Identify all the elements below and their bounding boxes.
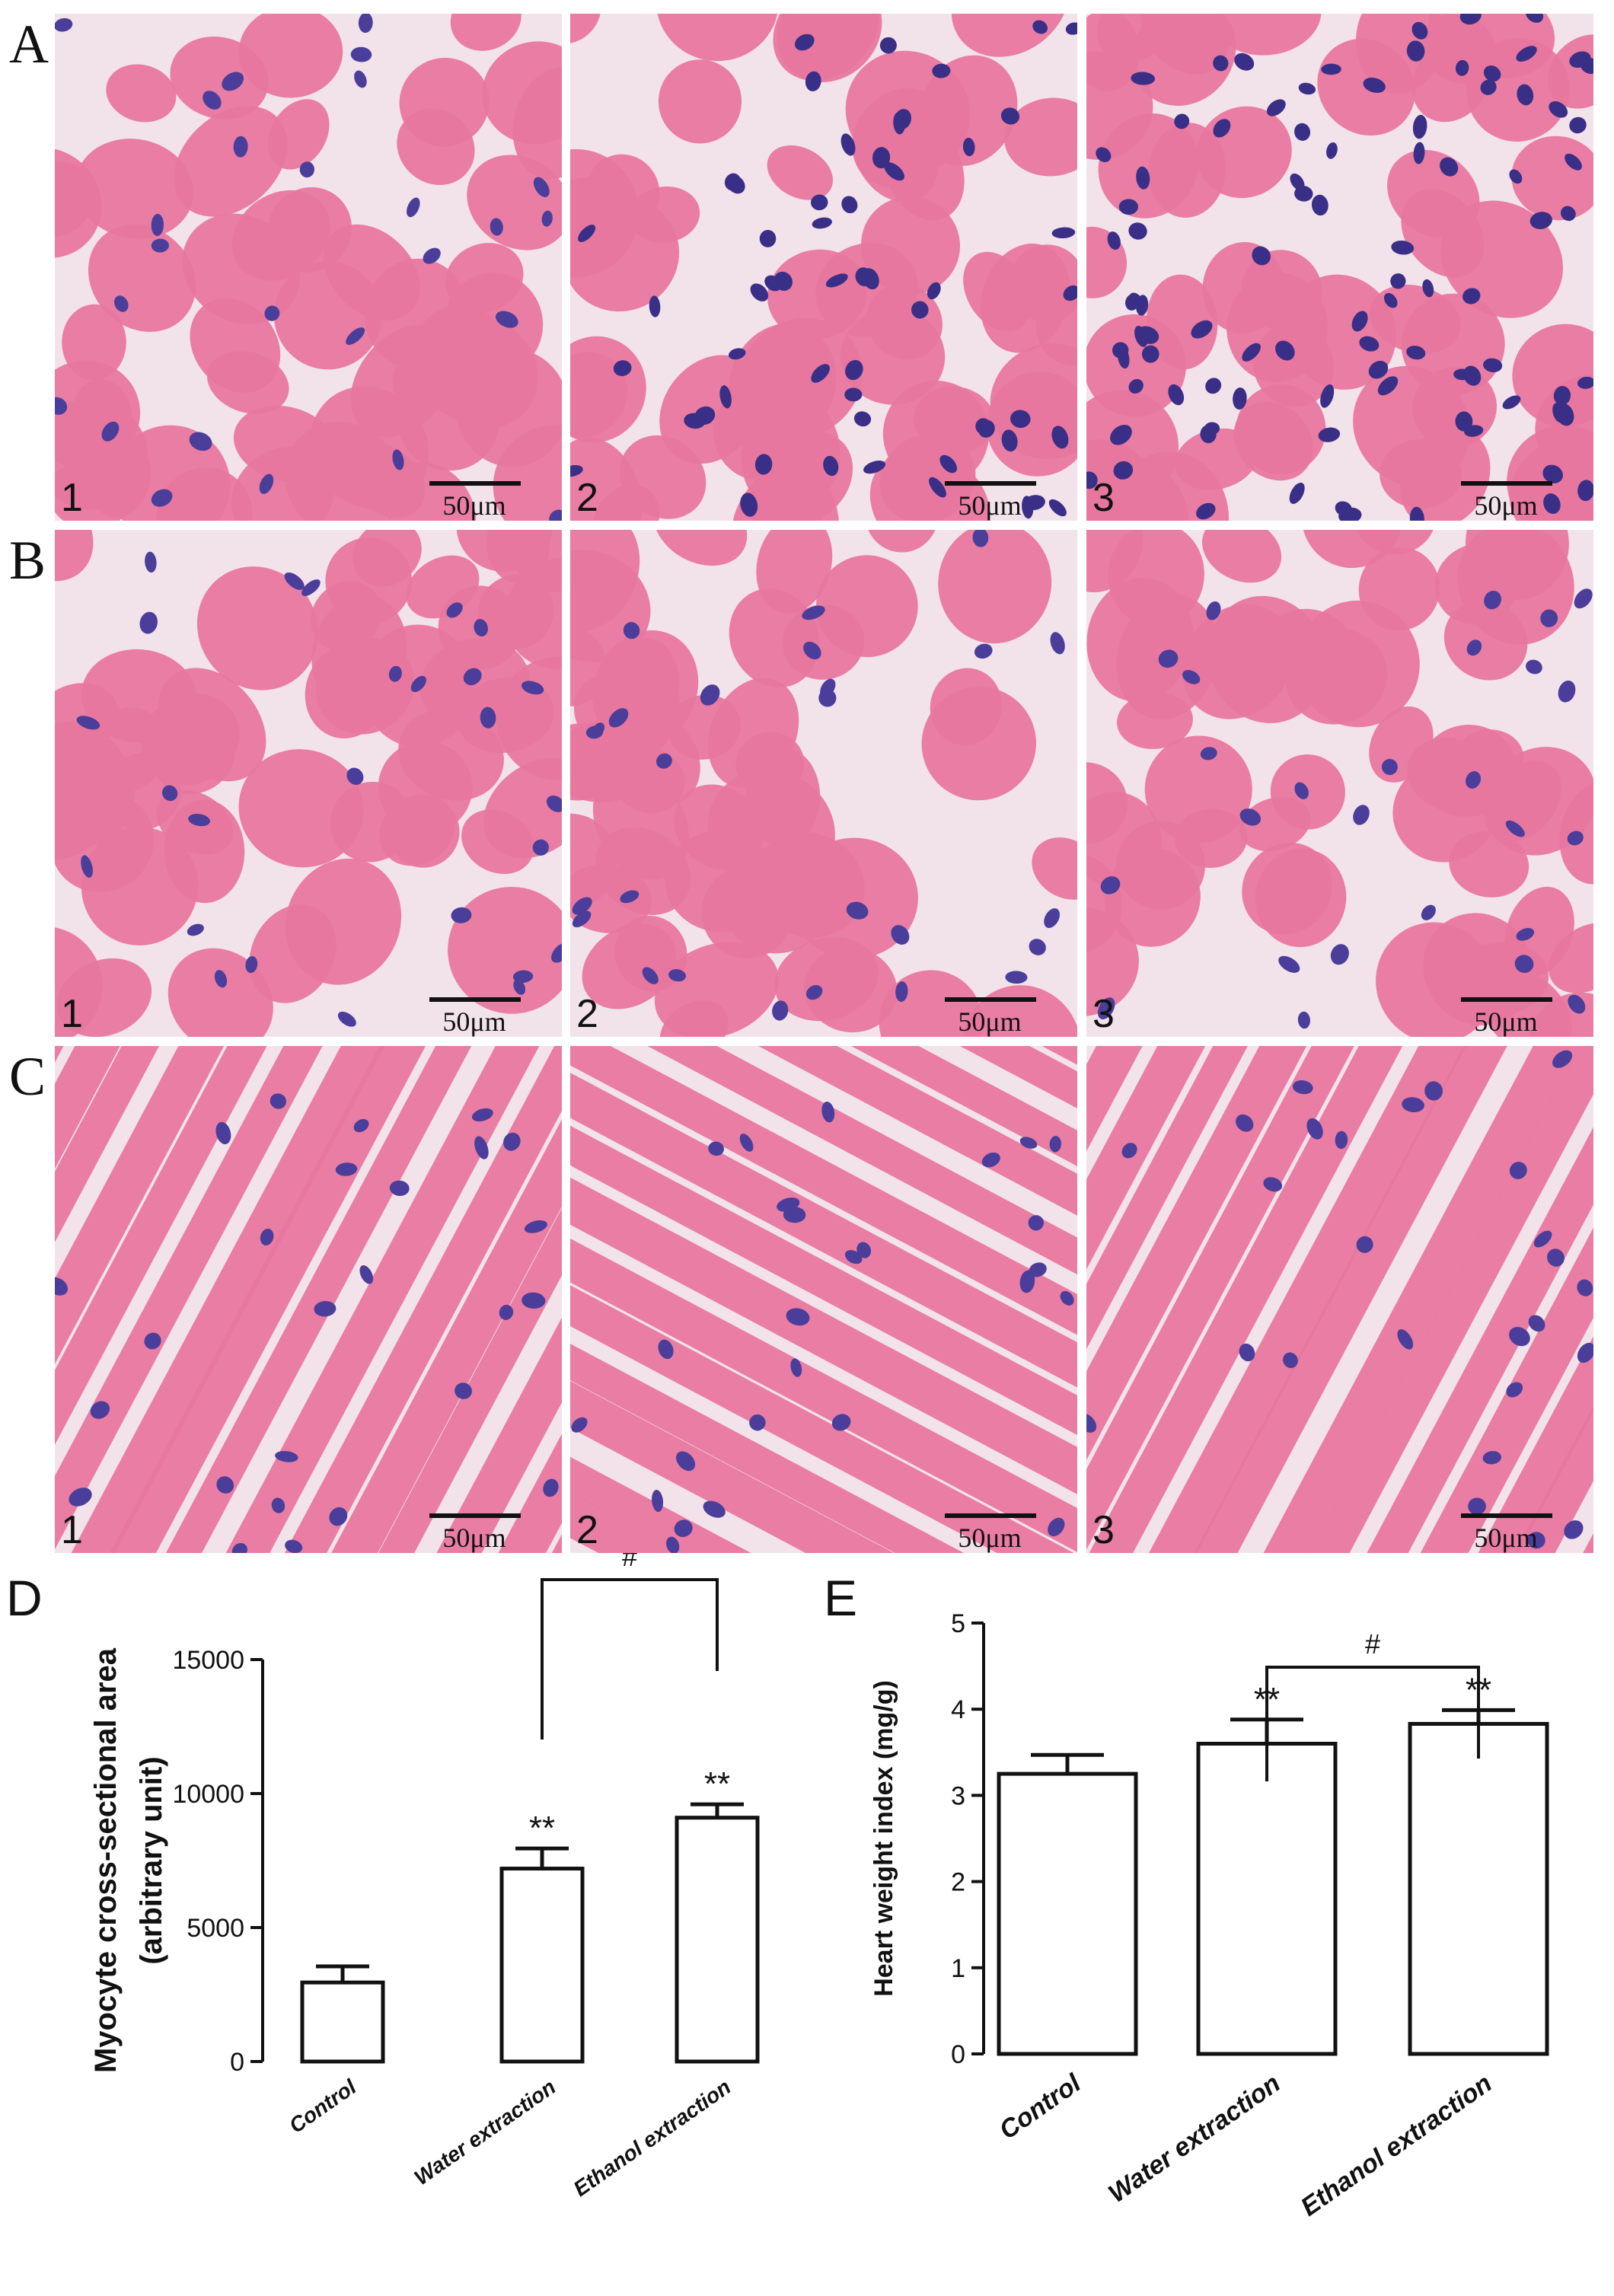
tissue-texture [1086,14,1593,521]
panel-number: 2 [576,992,598,1036]
panel-number: 2 [576,1508,598,1552]
bar-1 [300,1980,385,2064]
significance-bracket [541,1578,719,1740]
scale-bar-label: 50μm [1474,1006,1538,1037]
y-tick-label: 15000 [172,1646,244,1675]
scale-bar [429,481,521,486]
micrograph-c1: 1 50μm [55,1046,562,1553]
panel-number: 1 [61,992,83,1036]
y-tick-label: 5000 [187,1914,244,1943]
tissue-texture [55,530,562,1037]
scale-bar-label: 50μm [442,490,506,521]
micrograph-b2: 2 50μm [570,530,1077,1037]
bar-1 [997,1771,1138,2056]
y-tick-label: 2 [951,1868,965,1897]
scale-bar [1461,997,1552,1002]
panel-number: 2 [576,476,598,520]
category-label-2: Water extraction [410,2075,560,2190]
tissue-texture [55,14,562,521]
scale-bar [945,1513,1036,1518]
category-label-3: Ethanol extraction [569,2075,735,2201]
bracket-label: # [622,1553,637,1572]
category-label-3: Ethanol extraction [1296,2068,1498,2221]
tissue-texture [570,1046,1077,1553]
bar-3 [1408,1721,1549,2056]
chart-d: D 0 5000 10000 15000 Myocyte cross-sectional … [0,1541,807,2292]
y-tick-label: 10000 [172,1780,244,1809]
category-label-2: Water extraction [1103,2068,1286,2208]
scale-bar [945,481,1036,486]
significance-mark: ** [704,1765,730,1803]
y-tick-label: 5 [951,1609,965,1638]
scale-bar [1461,481,1552,486]
chart-panel-label: D [6,1570,43,1626]
tissue-texture [570,530,1077,1037]
tissue-texture [1086,1046,1593,1553]
scale-bar-label: 50μm [1474,1523,1538,1553]
category-label-1: Control [285,2074,361,2138]
bracket-label: # [1365,1628,1380,1660]
tissue-texture [570,14,1077,521]
bar-2 [1196,1741,1338,2056]
micrograph-c3: 3 50μm [1086,1046,1593,1553]
y-tick-label: 4 [951,1695,965,1724]
micrograph-a3: 3 50μm [1086,14,1593,521]
category-label-1: Control [994,2068,1087,2145]
micrograph-c2: 2 50μm [570,1046,1077,1553]
y-axis-label: Heart weight index (mg/g) [869,1680,898,1997]
tissue-texture [1086,530,1593,1037]
scale-bar [945,997,1036,1002]
significance-bracket [1265,1666,1480,1781]
scale-bar [429,997,521,1002]
chart-d-svg: D 0 5000 10000 15000 Myocyte cross-sectional … [6,1541,760,2201]
row-label-a: A [9,14,49,75]
scale-bar-label: 50μm [1474,490,1538,521]
scale-bar-label: 50μm [958,1006,1022,1037]
chart-panel-label: E [824,1570,857,1626]
panel-number: 1 [61,1508,83,1552]
scale-bar-label: 50μm [442,1523,506,1553]
bar-2 [499,1867,585,2064]
tissue-texture [55,1046,562,1553]
scale-bar [429,1513,521,1518]
scale-bar-label: 50μm [958,490,1022,521]
y-tick-label: 3 [951,1781,965,1810]
chart-e: E 0 1 2 3 4 5 Heart weight index (mg/g) Control W… [807,1553,1614,2292]
micrograph-b3: 3 50μm [1086,530,1593,1037]
significance-mark: ** [529,1810,555,1847]
panel-number: 1 [61,476,83,520]
y-tick-label: 0 [951,2040,965,2069]
panel-number: 3 [1092,1508,1115,1552]
y-tick-label: 0 [230,2048,244,2077]
micrograph-a1: 1 50μm [55,14,562,521]
micrograph-a2: 2 50μm [570,14,1077,521]
row-label-c: C [9,1046,46,1107]
panel-number: 3 [1092,476,1115,520]
y-tick-label: 1 [951,1954,965,1983]
y-axis-label: Myocyte cross-sectional area [89,1647,123,2073]
micrograph-b1: 1 50μm [55,530,562,1037]
chart-e-svg: E 0 1 2 3 4 5 Heart weight index (mg/g) Control W… [824,1570,1549,2222]
scale-bar-label: 50μm [442,1006,506,1037]
panel-number: 3 [1092,992,1115,1036]
bar-3 [675,1816,760,2064]
row-label-b: B [9,530,46,591]
y-axis-label-line2: (arbitrary unit) [135,1756,168,1964]
scale-bar-label: 50μm [958,1523,1022,1553]
scale-bar [1461,1513,1552,1518]
